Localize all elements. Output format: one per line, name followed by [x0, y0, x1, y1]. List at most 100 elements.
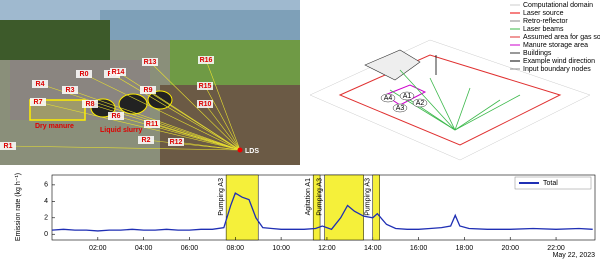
laser-beam	[454, 94, 521, 131]
legend-label: Total	[543, 180, 558, 187]
aerial-photo	[0, 0, 300, 165]
laser-beam	[454, 99, 501, 131]
reflector-label: R12	[170, 139, 183, 146]
reflector-label: R2	[142, 137, 151, 144]
laser-ray	[117, 71, 241, 151]
event-label: Agitation A1	[305, 178, 312, 215]
field	[170, 40, 300, 85]
reflector-tag	[110, 68, 126, 76]
event-shading	[372, 174, 380, 241]
slurry-tank	[118, 93, 148, 115]
laser-ray	[111, 73, 241, 151]
x-tick-label: 10:00	[272, 245, 290, 252]
laser-ray	[39, 83, 241, 151]
reflector-label: R0	[80, 71, 89, 78]
legend-label: Assumed area for gas sources	[523, 34, 600, 41]
event-shading	[324, 174, 364, 241]
legend-label: Laser source	[523, 10, 564, 17]
laser-ray	[204, 103, 241, 151]
area-marker	[392, 103, 408, 113]
domain-diagram	[309, 39, 591, 161]
laser-beam	[399, 69, 456, 131]
reflector-tag	[30, 98, 46, 106]
x-tick-label: 14:00	[364, 245, 382, 252]
reflector-tag	[168, 138, 184, 146]
y-tick-label: 6	[44, 182, 48, 189]
reflector-tag	[198, 56, 214, 64]
area-marker	[399, 91, 415, 101]
soil	[160, 85, 300, 165]
buildings	[364, 49, 421, 81]
legend-box	[514, 176, 592, 190]
plot-frame	[51, 174, 596, 241]
area-marker	[412, 98, 428, 108]
laser-beam	[454, 87, 471, 131]
reflector-tag	[197, 100, 213, 108]
legend-label: Computational domain	[523, 2, 593, 9]
reflector-label: R7	[34, 99, 43, 106]
reflector-label: R9	[144, 87, 153, 94]
trees	[0, 20, 110, 60]
reflector-tag	[142, 58, 158, 66]
x-tick-label: 22:00	[547, 245, 565, 252]
laser-ray	[175, 141, 241, 151]
reflector-tag	[144, 120, 160, 128]
area-marker	[380, 93, 396, 103]
reflector-tag	[32, 80, 48, 88]
reflector-tag	[0, 142, 16, 150]
event-shading	[225, 174, 259, 241]
reflector-label: R1	[4, 143, 13, 150]
area-label: A3	[396, 105, 405, 112]
source-label: LDS	[245, 148, 259, 155]
event-shading	[312, 174, 321, 241]
x-tick-label: 06:00	[181, 245, 199, 252]
reflector-label: R15	[199, 83, 212, 90]
reflector-tag	[108, 112, 124, 120]
laser-ray	[115, 115, 241, 151]
reflector-label: R4	[36, 81, 45, 88]
x-tick-label: 04:00	[135, 245, 153, 252]
chart: Emission rate (kg h⁻¹) May 22, 2023 Pump…	[15, 173, 596, 259]
y-tick-label: 2	[44, 215, 48, 222]
reflector-label: R11	[146, 121, 159, 128]
laser-ray	[151, 123, 241, 151]
slurry-tank	[147, 90, 173, 110]
manure-storage	[383, 84, 427, 106]
reflector-label: R14	[112, 69, 125, 76]
x-tick-label: 18:00	[456, 245, 474, 252]
legend-label: Laser beams	[523, 26, 564, 33]
legend-label: Example wind direction	[523, 58, 595, 65]
event-label: Pumping A3	[316, 178, 323, 216]
area-label: Liquid slurry	[100, 127, 143, 134]
laser-beams	[389, 69, 521, 131]
reflector-label: R13	[144, 59, 157, 66]
x-tick-label: 20:00	[501, 245, 519, 252]
series-line	[51, 192, 593, 232]
laser-ray	[205, 59, 241, 151]
legend-label: Manure storage area	[523, 42, 588, 49]
reflector-tag	[76, 70, 92, 78]
y-tick-label: 0	[44, 231, 48, 238]
area-label: A1	[403, 93, 412, 100]
reflector-label: R3	[66, 87, 75, 94]
area-label: A4	[384, 95, 393, 102]
event-label: Pumping A3	[365, 178, 372, 216]
laser-ray	[204, 85, 241, 151]
reflector-tag	[82, 100, 98, 108]
laser-ray	[83, 73, 241, 151]
x-axis-label: May 22, 2023	[553, 252, 596, 259]
reflector-tag	[62, 86, 78, 94]
legend-label: Input boundary nodes	[523, 66, 591, 73]
laser-ray	[37, 101, 241, 151]
laser-beam	[429, 77, 456, 131]
reflector-label: R6	[112, 113, 121, 120]
y-tick-label: 4	[44, 198, 48, 205]
event-label: Pumping A3	[218, 178, 225, 216]
y-axis-label: Emission rate (kg h⁻¹)	[15, 173, 22, 241]
area-label: Dry manure	[35, 123, 74, 130]
lake	[100, 10, 300, 40]
legend-label: Buildings	[523, 50, 552, 57]
laser-ray	[7, 145, 241, 151]
reflector-label: R16	[200, 57, 213, 64]
